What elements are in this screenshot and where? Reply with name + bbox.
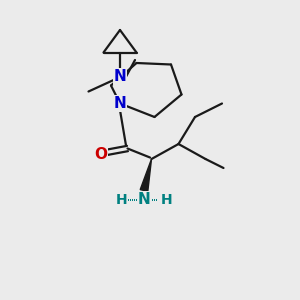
Text: O: O [94, 147, 107, 162]
Text: N: N [138, 192, 150, 207]
Text: H: H [161, 193, 172, 206]
Text: H: H [116, 193, 127, 206]
Text: N: N [114, 69, 126, 84]
Polygon shape [140, 159, 152, 191]
Text: N: N [114, 96, 126, 111]
